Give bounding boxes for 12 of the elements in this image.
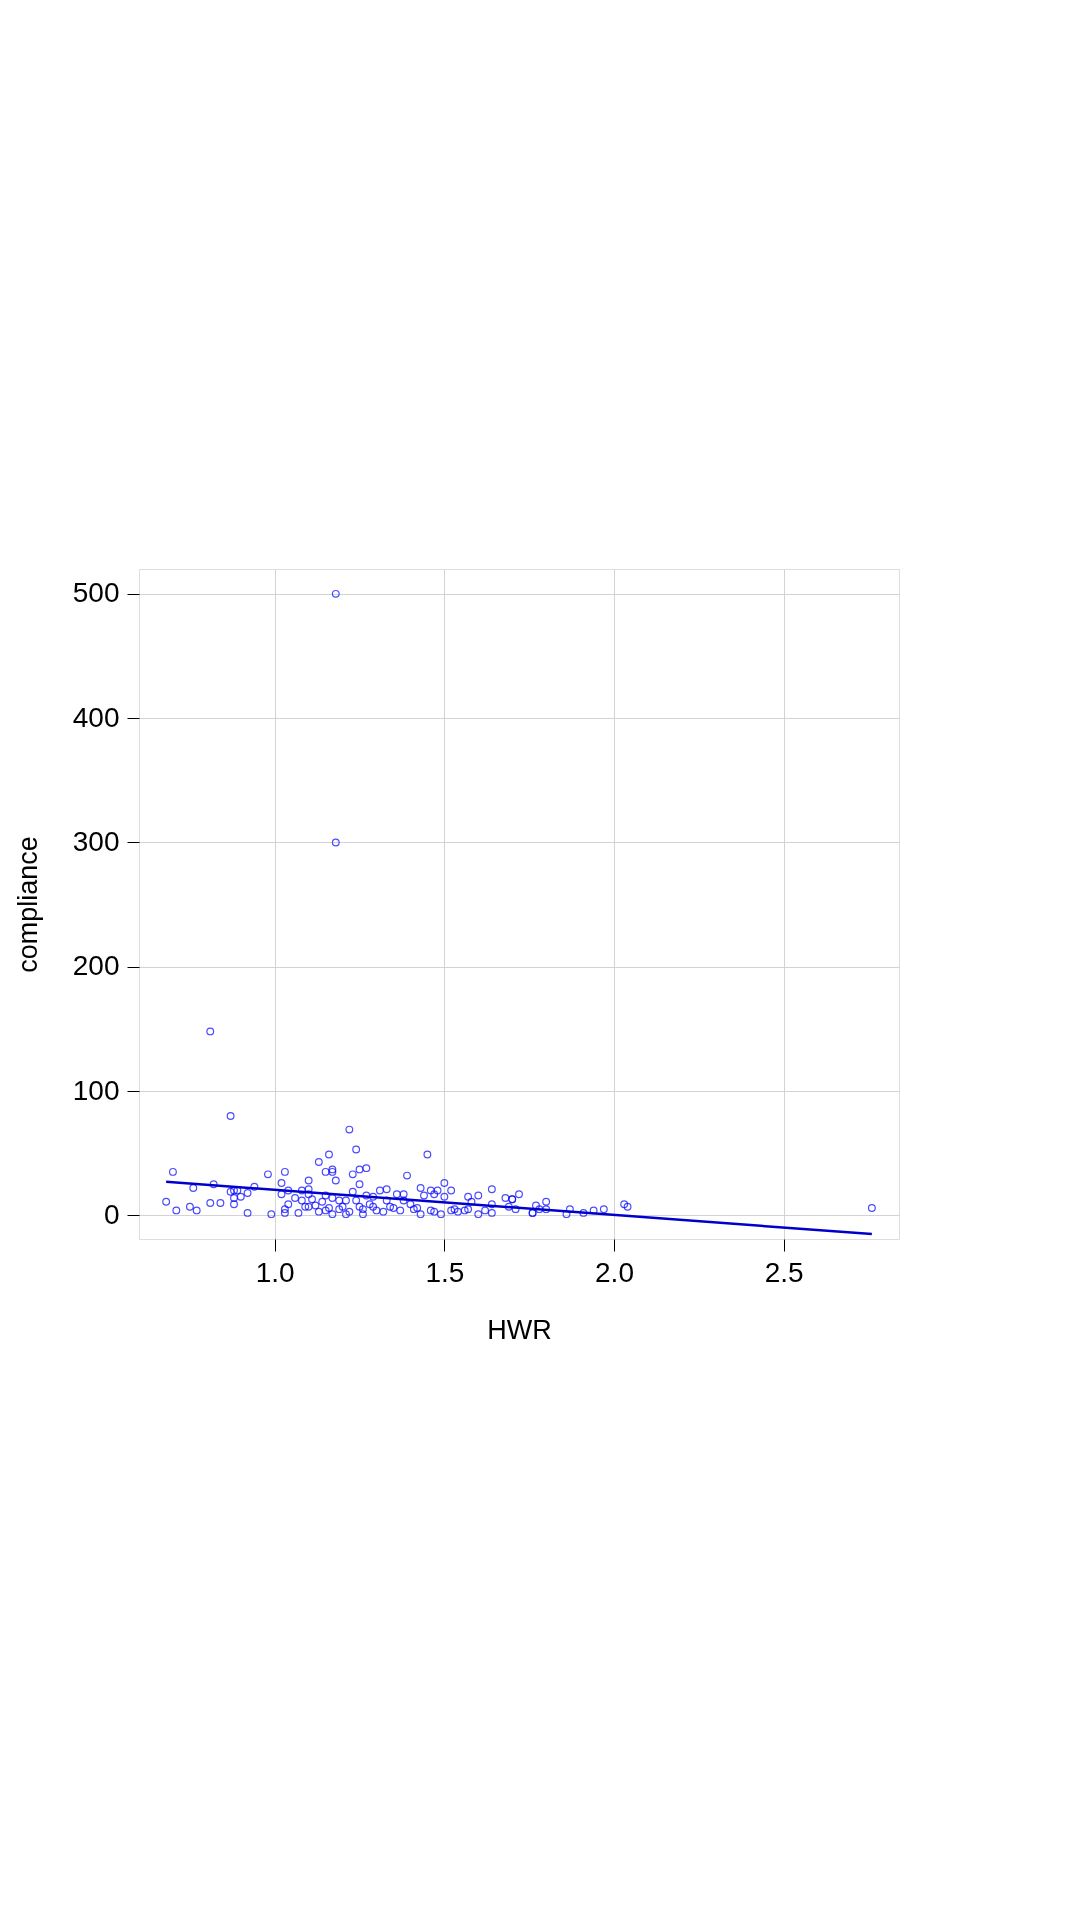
y-tick-label: 400 — [72, 701, 120, 733]
y-tick-label: 100 — [72, 1074, 120, 1106]
y-tick-label: 200 — [72, 950, 120, 982]
x-tick-label: 2.5 — [764, 1256, 804, 1288]
x-axis-title: HWR — [487, 1314, 552, 1345]
x-tick-label: 1.5 — [425, 1256, 465, 1288]
y-tick-label: 300 — [72, 825, 120, 857]
y-tick-label: 500 — [72, 577, 120, 609]
x-tick-label: 2.0 — [595, 1256, 634, 1288]
x-tick-label: 1.0 — [255, 1256, 295, 1288]
y-axis-title: compliance — [12, 836, 43, 973]
y-tick-label: 0 — [103, 1198, 120, 1230]
